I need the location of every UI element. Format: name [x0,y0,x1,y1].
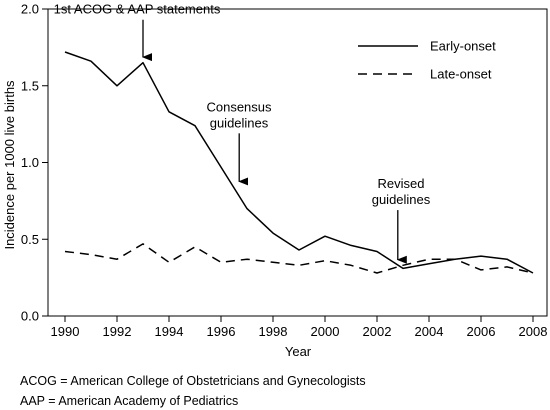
y-tick-label: 1.5 [21,78,39,93]
x-tick-label: 1990 [51,324,80,339]
footnote-acog: ACOG = American College of Obstetricians… [20,374,366,388]
x-axis-label: Year [285,344,312,359]
x-tick-label: 1996 [207,324,236,339]
y-tick-label: 2.0 [21,2,39,17]
x-tick-label: 2000 [311,324,340,339]
annotation-label: 1st ACOG & AAP statements [54,2,221,17]
legend-label: Late-onset [430,67,492,82]
x-tick-label: 1998 [259,324,288,339]
x-tick-label: 1994 [155,324,184,339]
x-tick-label: 1992 [103,324,132,339]
annotation-label: guidelines [210,115,269,130]
line-chart: 1990 1992 1994 1996 1998 2000 2002 2004 2006 2008… [2,2,548,359]
y-tick-label: 1.0 [21,155,39,170]
series-line-late-onset [64,243,534,274]
y-tick-label: 0.0 [21,309,39,324]
y-tick-label: 0.5 [21,232,39,247]
plot-frame [47,8,548,317]
annotation-label: Consensus [206,99,272,114]
footnote-aap: AAP = American Academy of Pediatrics [20,394,239,408]
series-line-early-onset [64,51,534,274]
x-tick-label: 2006 [467,324,496,339]
x-tick-label: 2004 [415,324,444,339]
annotation-label: guidelines [372,192,431,207]
x-tick-label: 2002 [363,324,392,339]
x-tick-label: 2008 [519,324,548,339]
y-axis-label: Incidence per 1000 live births [2,80,17,250]
legend-label: Early-onset [430,39,496,54]
annotation-label: Revised [378,176,425,191]
